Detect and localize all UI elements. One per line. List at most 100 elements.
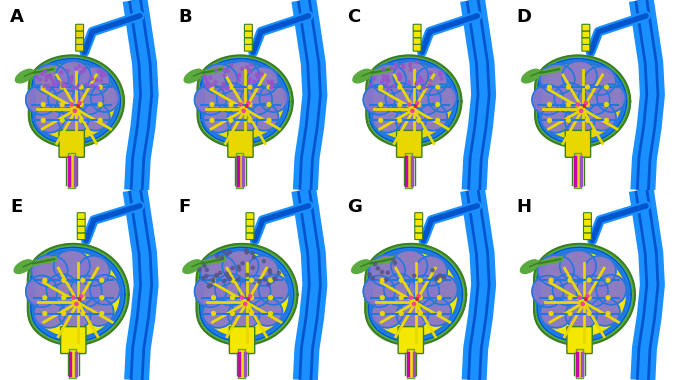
Circle shape [203,264,206,268]
FancyBboxPatch shape [413,24,421,31]
Circle shape [416,61,418,64]
Circle shape [75,67,78,70]
Circle shape [586,294,589,298]
Circle shape [43,278,47,282]
Circle shape [215,274,218,277]
FancyBboxPatch shape [77,213,85,219]
FancyBboxPatch shape [246,226,254,233]
Circle shape [231,278,234,282]
Circle shape [240,68,244,70]
Polygon shape [200,59,289,144]
Ellipse shape [532,276,564,307]
Circle shape [210,103,214,106]
Ellipse shape [78,256,110,286]
Polygon shape [200,247,294,342]
FancyBboxPatch shape [583,219,591,226]
Circle shape [62,278,65,282]
Circle shape [368,273,371,276]
Circle shape [212,312,215,315]
Circle shape [70,76,73,78]
Ellipse shape [58,106,88,134]
Circle shape [422,86,425,89]
Circle shape [207,285,211,288]
Circle shape [61,82,64,84]
Text: B: B [179,8,192,26]
Ellipse shape [247,256,279,286]
Circle shape [436,276,439,279]
Circle shape [78,101,81,105]
Circle shape [256,73,259,75]
FancyBboxPatch shape [414,233,423,239]
Circle shape [431,269,434,272]
Circle shape [250,296,253,299]
Polygon shape [196,244,298,345]
Ellipse shape [363,85,395,115]
Ellipse shape [369,255,405,287]
FancyBboxPatch shape [398,327,423,353]
Polygon shape [369,59,458,144]
FancyBboxPatch shape [244,44,252,51]
Circle shape [206,85,209,88]
Circle shape [392,258,395,261]
Circle shape [547,85,551,89]
Circle shape [40,73,43,75]
Circle shape [69,81,72,84]
Ellipse shape [421,298,451,326]
Circle shape [81,312,84,315]
Ellipse shape [252,298,282,326]
Ellipse shape [532,85,564,115]
Circle shape [416,103,421,106]
Circle shape [43,312,47,315]
Circle shape [429,72,432,74]
Circle shape [269,312,273,315]
Circle shape [248,103,252,106]
Circle shape [215,69,217,72]
Polygon shape [537,247,631,342]
Ellipse shape [540,64,575,94]
Circle shape [209,76,212,79]
Ellipse shape [26,85,57,115]
Circle shape [392,85,395,87]
Circle shape [587,296,591,299]
Ellipse shape [203,105,234,133]
Circle shape [198,268,201,271]
Circle shape [81,278,84,282]
Circle shape [385,79,388,82]
Circle shape [215,255,219,258]
FancyBboxPatch shape [565,130,591,157]
Polygon shape [367,55,462,147]
Circle shape [379,103,383,106]
Ellipse shape [84,298,113,326]
Circle shape [248,81,250,84]
Circle shape [385,83,388,86]
Circle shape [238,73,240,76]
FancyBboxPatch shape [413,31,421,38]
Circle shape [211,84,214,87]
Circle shape [72,296,75,299]
FancyBboxPatch shape [246,233,254,239]
Circle shape [580,109,583,112]
Circle shape [70,103,74,106]
FancyBboxPatch shape [59,130,84,157]
Circle shape [382,75,385,78]
Circle shape [371,277,375,280]
Ellipse shape [597,84,626,112]
Ellipse shape [31,255,68,287]
Circle shape [587,278,591,282]
Circle shape [55,84,57,86]
Polygon shape [535,55,630,147]
Ellipse shape [48,83,80,113]
Circle shape [222,82,225,85]
FancyBboxPatch shape [582,24,590,31]
Circle shape [35,75,38,78]
Circle shape [427,83,430,86]
Circle shape [60,119,64,122]
Circle shape [400,278,403,282]
Circle shape [273,277,276,280]
Circle shape [411,109,414,112]
Circle shape [256,75,259,78]
Circle shape [400,312,403,315]
Circle shape [547,119,551,122]
Circle shape [45,79,47,82]
Circle shape [203,75,206,78]
